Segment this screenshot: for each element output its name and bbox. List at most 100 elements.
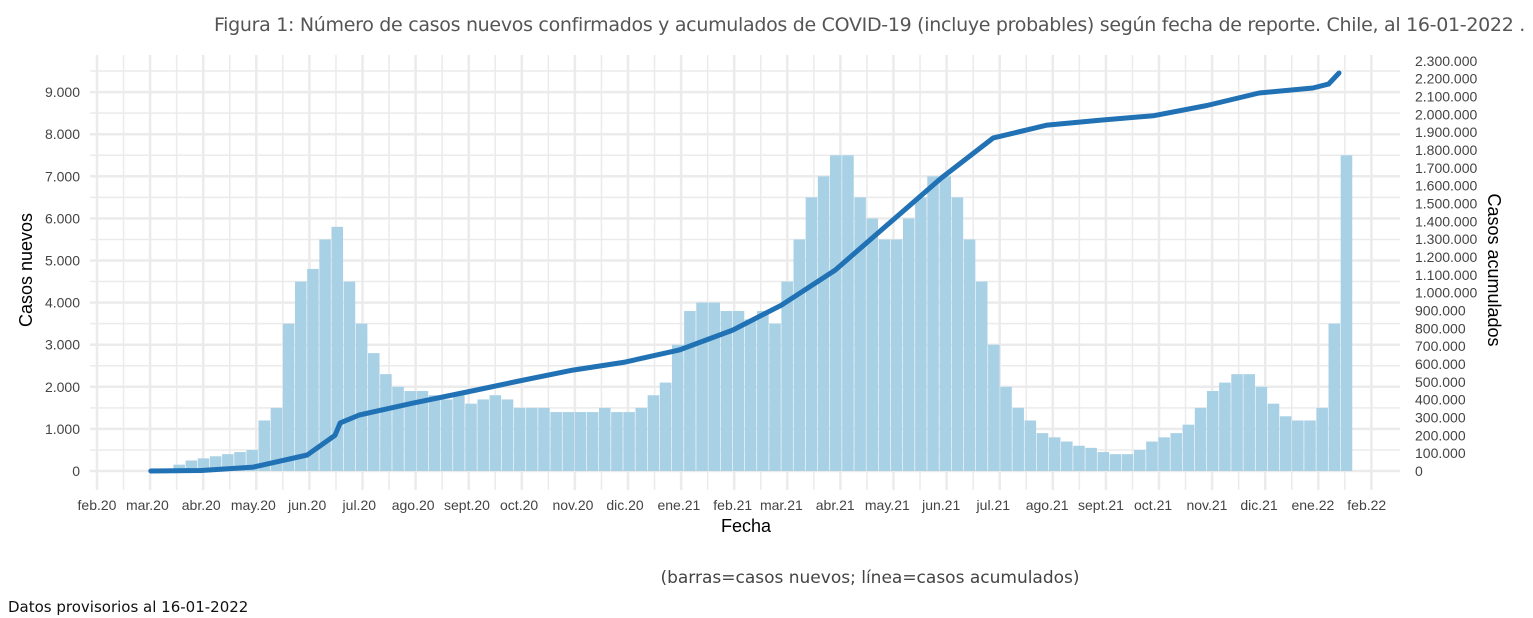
x-tick-label: jun.20 xyxy=(287,497,326,513)
bar xyxy=(246,449,258,471)
bar xyxy=(1170,433,1183,471)
x-tick-label: ene.22 xyxy=(1291,497,1334,513)
bar xyxy=(1206,391,1219,471)
bar xyxy=(1036,433,1049,471)
y2-tick-label: 1.600.000 xyxy=(1415,178,1477,194)
footnote: Datos provisorios al 16-01-2022 xyxy=(8,598,249,616)
bar xyxy=(975,281,988,471)
bar xyxy=(1061,441,1073,471)
bar xyxy=(915,197,927,471)
bar xyxy=(331,226,344,471)
bar xyxy=(830,155,842,471)
bar xyxy=(1292,420,1304,471)
bar xyxy=(550,412,562,471)
cumulative-cases-line xyxy=(148,70,1342,474)
bar xyxy=(465,403,477,471)
x-tick-label: dic.21 xyxy=(1240,497,1278,513)
x-tick-label: abr.21 xyxy=(816,497,855,513)
bar xyxy=(1243,374,1255,471)
y2-tick-label: 1.800.000 xyxy=(1415,142,1477,158)
bar xyxy=(1279,416,1292,471)
y2-axis-label: Casos acumulados xyxy=(1484,193,1504,346)
bar xyxy=(963,239,976,471)
x-tick-label: ago.21 xyxy=(1026,497,1069,513)
x-tick-label: sept.20 xyxy=(444,497,490,513)
bar xyxy=(392,386,404,471)
x-tick-label: feb.20 xyxy=(78,497,117,513)
bar xyxy=(1194,407,1207,471)
bar xyxy=(769,323,781,471)
bar xyxy=(1304,420,1316,471)
bar xyxy=(185,460,198,471)
y2-tick-label: 2.000.000 xyxy=(1415,106,1477,122)
bar xyxy=(440,399,453,471)
x-tick-label: jun.21 xyxy=(921,497,960,513)
bar xyxy=(404,391,417,471)
x-tick-label: jul.21 xyxy=(976,497,1011,513)
bar xyxy=(611,412,623,471)
bar xyxy=(1328,323,1341,471)
y-tick-label: 8.000 xyxy=(45,126,80,142)
y2-tick-label: 1.200.000 xyxy=(1415,249,1477,265)
x-tick-label: oct.21 xyxy=(1134,497,1172,513)
bar xyxy=(1219,382,1231,471)
y-tick-label: 0 xyxy=(72,463,80,479)
bar xyxy=(781,281,793,471)
x-tick-label: dic.20 xyxy=(606,497,644,513)
x-tick-label: sept.21 xyxy=(1078,497,1124,513)
bar xyxy=(757,311,769,471)
cumulative-line xyxy=(148,70,1342,474)
bar xyxy=(477,399,489,471)
bar xyxy=(598,407,611,471)
bar xyxy=(1109,454,1122,471)
bar xyxy=(513,407,526,471)
bar xyxy=(1073,445,1085,471)
x-axis-label: Fecha xyxy=(721,516,772,536)
bar xyxy=(623,412,635,471)
y2-tick-label: 500.000 xyxy=(1415,374,1466,390)
x-tick-label: ene.21 xyxy=(657,497,700,513)
bar xyxy=(744,319,757,471)
bar xyxy=(586,412,599,471)
bar xyxy=(793,239,806,471)
bar xyxy=(209,456,222,471)
bar xyxy=(671,344,684,471)
bar xyxy=(1097,452,1110,471)
x-tick-label: mar.21 xyxy=(760,497,803,513)
bar xyxy=(489,395,502,471)
bar xyxy=(647,395,660,471)
x-tick-label: nov.20 xyxy=(552,497,593,513)
x-tick-label: nov.21 xyxy=(1186,497,1227,513)
bar xyxy=(1231,374,1243,471)
bar xyxy=(270,407,283,471)
y2-tick-label: 2.300.000 xyxy=(1415,53,1477,69)
bar xyxy=(890,239,903,471)
bar xyxy=(1255,386,1268,471)
bars xyxy=(149,155,1353,472)
y2-tick-label: 1.100.000 xyxy=(1415,267,1477,283)
x-tick-label: jul.20 xyxy=(342,497,377,513)
y2-tick-label: 1.000.000 xyxy=(1415,285,1477,301)
bar xyxy=(1267,403,1280,471)
y2-tick-label: 400.000 xyxy=(1415,392,1466,408)
x-tick-label: may.20 xyxy=(231,497,276,513)
bar xyxy=(222,454,234,471)
bar xyxy=(1182,424,1195,471)
bar xyxy=(428,395,441,471)
bar xyxy=(1085,447,1097,471)
y2-tick-label: 1.300.000 xyxy=(1415,231,1477,247)
bar xyxy=(854,197,866,471)
y2-tick-label: 2.200.000 xyxy=(1415,71,1477,87)
bar xyxy=(343,281,356,471)
y2-tick-label: 0 xyxy=(1415,463,1423,479)
chart-title: Figura 1: Número de casos nuevos confirm… xyxy=(213,14,1525,36)
bar xyxy=(708,302,720,471)
bar xyxy=(1133,449,1146,471)
y2-tick-label: 1.500.000 xyxy=(1415,196,1477,212)
bar xyxy=(927,176,939,472)
bar xyxy=(1012,407,1024,471)
x-tick-label: feb.21 xyxy=(713,497,752,513)
bar xyxy=(951,197,964,471)
bar xyxy=(574,412,587,471)
